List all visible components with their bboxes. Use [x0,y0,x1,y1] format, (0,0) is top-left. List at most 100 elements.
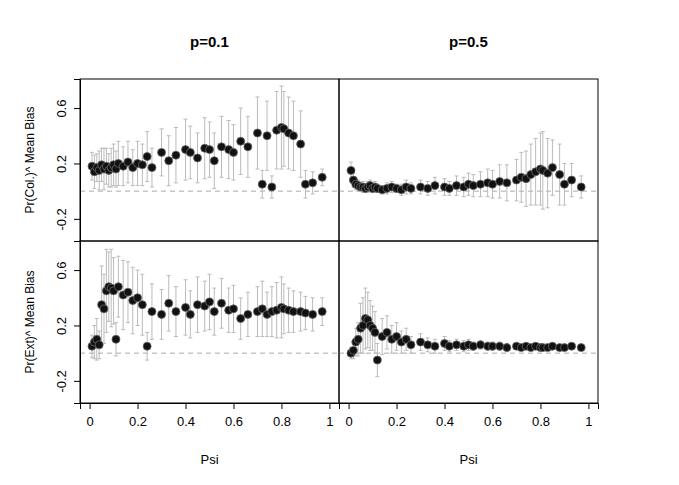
point [297,140,305,148]
point [186,310,194,318]
error-cap [519,152,523,153]
point [503,344,511,352]
point [431,182,439,190]
point [347,166,355,174]
error-cap [373,353,377,354]
point [124,288,132,296]
point [373,356,381,364]
error-cap [112,257,116,258]
error-cap [275,337,279,338]
point [469,342,477,350]
error-cap [227,288,231,289]
y-axis-title: Pr(Col.)^ Mean Bias [23,107,37,214]
error-cap [320,325,324,326]
point [431,342,439,350]
plot-area [339,132,598,210]
error-cap [279,169,283,170]
error-cap [114,151,118,152]
tick-label: 0 [345,414,352,429]
error-cap [287,332,291,333]
tick-label: 0 [86,414,93,429]
point [143,342,151,350]
error-cap [462,351,466,352]
error-cap [116,185,120,186]
error-cap [282,166,286,167]
error-cap [443,195,447,196]
error-cap [239,108,243,109]
error-cap [140,185,144,186]
error-cap [519,202,523,203]
tick-label: 0.6 [225,414,243,429]
error-cap [184,180,188,181]
error-cap [239,297,243,298]
error-cap [109,249,113,250]
error-cap [212,288,216,289]
error-cap [550,195,554,196]
error-cap [447,181,451,182]
point [577,344,585,352]
error-cap [467,195,471,196]
point [138,161,146,169]
error-cap [212,188,216,189]
error-cap [97,151,101,152]
error-cap [404,350,408,351]
error-cap [140,274,144,275]
tick-mark [540,403,541,409]
tick-mark [397,403,398,409]
point [134,294,142,302]
point [556,171,564,179]
error-cap [351,358,355,359]
point [210,157,218,165]
y-axis-title: Pr(Ext)^ Mean Bias [23,271,37,374]
error-cap [399,195,403,196]
point [244,143,252,151]
tick: 0 [345,403,352,429]
error-cap [320,185,324,186]
plot-area [339,288,598,377]
error-cap [102,189,106,190]
point [476,180,484,188]
error-cap [97,189,101,190]
error-cap [433,177,437,178]
tick: 0.8 [273,403,291,429]
error-cap [404,180,408,181]
error-cap [498,164,502,165]
error-cap [150,339,154,340]
error-cap [385,193,389,194]
point [143,153,151,161]
error-cap [100,265,104,266]
error-cap [490,170,494,171]
error-cap [174,286,178,287]
error-cap [136,325,140,326]
error-cap [219,177,223,178]
panel-title: p=0.5 [449,33,488,50]
error-cap [167,275,171,276]
point [548,164,556,172]
error-cap [455,195,459,196]
error-cap [231,285,235,286]
error-cap [126,322,130,323]
reference-line [80,353,339,354]
axis-line [340,404,599,410]
error-cap [227,120,231,121]
error-cap [174,336,178,337]
point [453,341,461,349]
error-cap [287,288,291,289]
error-cap [299,331,303,332]
error-cap [371,350,375,351]
error-cap [279,85,283,86]
x-axis: 00.20.40.60.81 [340,403,599,429]
error-cap [311,297,315,298]
error-cap [131,149,135,150]
point [206,298,214,306]
error-cap [265,170,269,171]
tick-mark [90,403,91,409]
error-cap [478,171,482,172]
point [383,328,391,336]
point [560,180,568,188]
error-cap [361,181,365,182]
error-cap [184,119,188,120]
error-cap [145,332,149,333]
error-cap [390,353,394,354]
error-cap [498,198,502,199]
